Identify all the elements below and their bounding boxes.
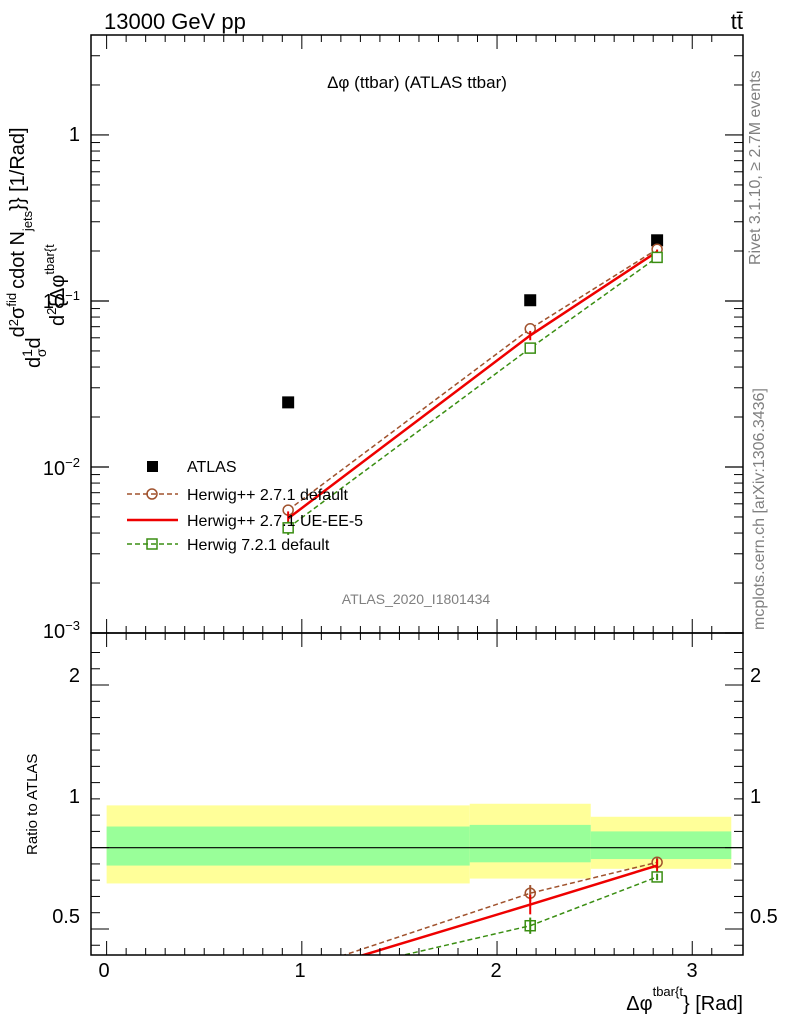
- svg-text:10−2: 10−2: [43, 455, 80, 480]
- rivet-version-note: Rivet 3.1.10, ≥ 2.7M events: [747, 70, 764, 265]
- ratio-ytick-label-right: 0.5: [750, 906, 778, 928]
- uncertainty-band-inner: [590, 831, 732, 860]
- series-3-marker: [651, 251, 663, 264]
- ratio-series-2-marker: [524, 919, 536, 932]
- ratio-ytick-label-right: 2: [750, 665, 761, 687]
- atlas-data-point: [651, 234, 664, 247]
- uncertainty-band-inner: [106, 826, 470, 866]
- ratio-ytick-label: 0.5: [52, 906, 80, 928]
- x-axis-label: Δφtbar{t} [Rad]: [626, 984, 743, 1015]
- main-ytick-label: 10−3: [43, 618, 80, 643]
- main-panel: Δφ (ttbar) (ATLAS ttbar) ATLAS_2020_I180…: [4, 34, 744, 643]
- legend-entry-herwig-ueee5: Herwig++ 2.7.1 UE-EE-5: [127, 513, 363, 530]
- ratio-panel: 0.5 1 2 0.5 1 2 Ratio to ATLAS 0 1 2 3 Δ…: [24, 632, 778, 1015]
- legend-entry-atlas: ATLAS: [147, 459, 237, 476]
- svg-text:Δφtbar{t} [Rad]: Δφtbar{t} [Rad]: [626, 984, 743, 1015]
- main-ytick-label: 1: [69, 124, 80, 146]
- xtick-label: 0: [98, 960, 109, 982]
- ratio-y-axis-label: Ratio to ATLAS: [24, 754, 41, 855]
- svg-text:d2{Δφtbar{t: d2{Δφtbar{t: [42, 244, 69, 326]
- legend-marker-herwig72: [146, 538, 158, 550]
- legend-label-herwig-ueee5: Herwig++ 2.7.1 UE-EE-5: [187, 513, 363, 530]
- series-1-line: [287, 248, 658, 511]
- series-3-marker: [282, 522, 294, 534]
- legend-entry-herwig72: Herwig 7.2.1 default: [127, 537, 330, 554]
- main-y-axis-label-denominator: d2{Δφtbar{t: [42, 244, 69, 326]
- legend-label-herwig-default: Herwig++ 2.7.1 default: [187, 487, 349, 504]
- legend-label-herwig72: Herwig 7.2.1 default: [187, 537, 330, 554]
- ratio-series-0-marker: [283, 969, 293, 979]
- main-y-axis-label: d1σdd2σfidcdot Njets}} [1/Rad]: [4, 127, 49, 368]
- process-label: tt̄: [731, 9, 743, 34]
- series-2-line: [287, 250, 658, 520]
- xtick-label: 1: [294, 960, 305, 982]
- uncertainty-band-inner: [469, 824, 591, 863]
- series-3-marker: [524, 342, 536, 354]
- main-axis-ticks: [91, 34, 743, 634]
- analysis-id: ATLAS_2020_I1801434: [342, 591, 491, 607]
- main-plot-area: [282, 234, 664, 535]
- series-3-line: [287, 256, 658, 529]
- xtick-label: 3: [686, 960, 697, 982]
- atlas-data-point: [282, 396, 295, 409]
- svg-text:1: 1: [69, 124, 80, 146]
- legend-marker-herwig-default: [146, 488, 158, 500]
- ratio-series-2-line: [400, 876, 658, 955]
- svg-text:10−3: 10−3: [43, 618, 80, 643]
- energy-label: 13000 GeV pp: [104, 9, 246, 34]
- legend-entry-herwig-default: Herwig++ 2.7.1 default: [127, 487, 349, 504]
- mcplots-note: mcplots.cern.ch [arXiv:1306.3436]: [751, 388, 768, 630]
- ratio-ytick-label: 2: [69, 665, 80, 687]
- ratio-ytick-label: 1: [69, 786, 80, 808]
- svg-text:10−1: 10−1: [43, 288, 80, 313]
- main-ytick-label: 10−1: [43, 288, 80, 313]
- ratio-axis-ticks: [91, 633, 743, 955]
- ratio-plot-area: [91, 803, 743, 987]
- ratio-series-2-marker: [651, 871, 663, 883]
- legend-label-atlas: ATLAS: [187, 459, 237, 476]
- main-ytick-label: 10−2: [43, 455, 80, 480]
- ratio-panel-frame: [90, 632, 744, 956]
- ratio-series-2-marker: [283, 977, 293, 987]
- xtick-label: 2: [490, 960, 501, 982]
- ratio-ytick-label-right: 1: [750, 786, 761, 808]
- plot-title: Δφ (ttbar) (ATLAS ttbar): [327, 73, 507, 92]
- legend-marker-atlas: [147, 461, 158, 472]
- atlas-data-point: [524, 294, 537, 307]
- legend: ATLAS Herwig++ 2.7.1 default Herwig++ 2.…: [127, 459, 363, 554]
- svg-text:d1σdd2σfidcdot Njets}} [1/Rad]: d1σdd2σfidcdot Njets}} [1/Rad]: [4, 127, 49, 368]
